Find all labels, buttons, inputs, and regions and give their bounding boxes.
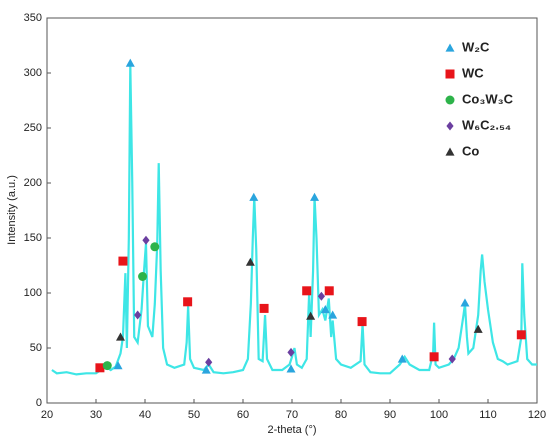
marker bbox=[134, 310, 142, 320]
marker bbox=[306, 311, 316, 320]
marker bbox=[317, 291, 325, 301]
marker bbox=[205, 357, 213, 367]
marker bbox=[95, 363, 105, 373]
marker bbox=[201, 365, 211, 374]
y-tick-label: 250 bbox=[24, 122, 42, 134]
legend-label: Co bbox=[462, 143, 479, 158]
x-tick-label: 30 bbox=[90, 409, 102, 421]
y-tick-label: 350 bbox=[24, 12, 42, 24]
marker bbox=[429, 352, 439, 362]
marker bbox=[445, 69, 455, 79]
marker bbox=[516, 330, 526, 340]
y-axis-label: Intensity (a.u.) bbox=[6, 175, 18, 245]
marker bbox=[328, 310, 338, 319]
marker bbox=[249, 192, 259, 201]
marker bbox=[460, 298, 470, 307]
marker bbox=[324, 286, 334, 296]
x-tick-label: 110 bbox=[479, 409, 497, 421]
y-tick-label: 200 bbox=[24, 177, 42, 189]
legend-label: Co₃W₃C bbox=[462, 91, 514, 106]
marker bbox=[142, 235, 150, 245]
y-tick-label: 0 bbox=[36, 397, 42, 409]
marker bbox=[302, 286, 312, 296]
marker bbox=[320, 305, 330, 314]
marker bbox=[286, 364, 296, 373]
marker bbox=[445, 95, 455, 105]
x-tick-label: 120 bbox=[528, 409, 546, 421]
trace bbox=[51, 64, 537, 376]
x-tick-label: 90 bbox=[384, 409, 396, 421]
y-tick-label: 100 bbox=[24, 287, 42, 299]
x-tick-label: 70 bbox=[286, 409, 298, 421]
marker bbox=[448, 354, 456, 364]
marker bbox=[113, 361, 123, 370]
marker bbox=[118, 256, 128, 266]
marker bbox=[102, 361, 112, 371]
y-tick-label: 300 bbox=[24, 67, 42, 79]
marker bbox=[445, 43, 455, 52]
y-tick-label: 150 bbox=[24, 232, 42, 244]
marker bbox=[310, 192, 320, 201]
x-tick-label: 80 bbox=[335, 409, 347, 421]
legend-label: W₂C bbox=[462, 39, 490, 54]
marker bbox=[473, 324, 483, 333]
y-tick-label: 50 bbox=[30, 342, 42, 354]
marker bbox=[116, 332, 125, 341]
marker bbox=[445, 147, 455, 156]
marker bbox=[397, 354, 407, 363]
marker bbox=[150, 242, 160, 252]
x-tick-label: 60 bbox=[237, 409, 249, 421]
marker bbox=[245, 257, 255, 266]
marker bbox=[138, 272, 148, 281]
legend-label: WC bbox=[462, 65, 484, 80]
marker bbox=[183, 297, 193, 307]
x-tick-label: 50 bbox=[188, 409, 200, 421]
marker bbox=[125, 58, 135, 67]
marker bbox=[259, 303, 269, 313]
marker bbox=[287, 347, 295, 357]
marker bbox=[357, 317, 367, 327]
legend-label: W₆C₂.₅₄ bbox=[462, 117, 511, 132]
marker bbox=[446, 121, 454, 131]
x-tick-label: 20 bbox=[41, 409, 53, 421]
x-axis-label: 2-theta (°) bbox=[267, 424, 316, 436]
x-tick-label: 100 bbox=[430, 409, 448, 421]
x-tick-label: 40 bbox=[139, 409, 151, 421]
